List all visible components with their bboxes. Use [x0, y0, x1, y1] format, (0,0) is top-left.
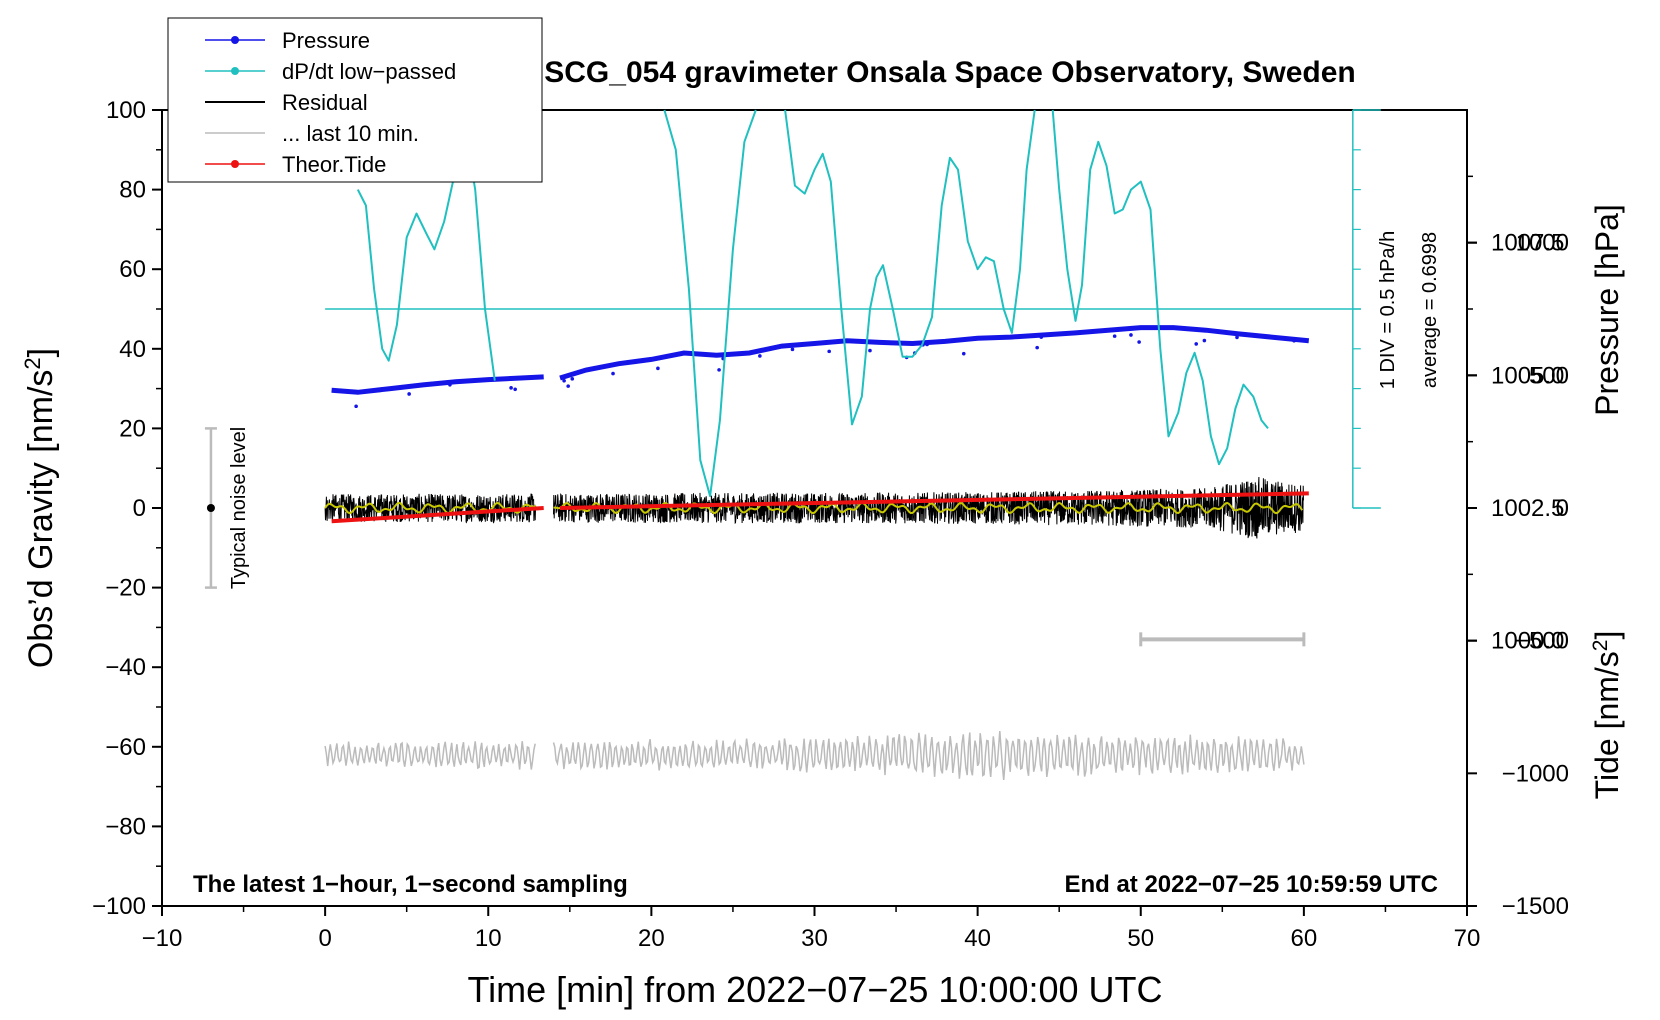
pressure-point	[570, 377, 575, 381]
x-tick-label: −10	[142, 925, 183, 952]
legend-box	[167, 17, 543, 183]
legend-label: Theor.Tide	[282, 152, 386, 177]
dpdt-line	[784, 109, 1036, 426]
residual-smoothed-line	[324, 501, 536, 515]
pressure-point	[354, 404, 358, 409]
pressure-tick-label: 1000.0	[1491, 628, 1564, 655]
residual-smoothed-line	[553, 501, 1304, 515]
pressure-point	[1292, 338, 1296, 343]
residual-line	[553, 476, 1304, 539]
pressure-point	[566, 384, 570, 388]
noise-label: Typical noise level	[228, 427, 250, 589]
pressure-point	[611, 371, 615, 376]
dpdt-line	[663, 109, 757, 498]
pressure-line	[331, 374, 544, 395]
dpdt-average-label: average = 0.6998	[1419, 232, 1441, 388]
pressure-point	[1202, 338, 1207, 343]
pressure-tick-label: 1007.5	[1491, 230, 1564, 257]
last-10-min-bar	[1139, 632, 1306, 647]
pressure-point	[717, 368, 721, 372]
pressure-point	[656, 366, 660, 371]
x-tick-label: 20	[638, 925, 665, 952]
pressure-point	[790, 347, 795, 352]
pressure-point	[925, 342, 929, 347]
pressure-point	[513, 387, 517, 392]
tide-tick-label: −500	[1515, 628, 1569, 655]
pressure-line	[559, 325, 1310, 381]
x-axis-label: Time [min] from 2022−07−25 10:00:00 UTC	[467, 969, 1162, 1010]
pressure-point	[1035, 345, 1039, 350]
annotation-end-time: End at 2022−07−25 10:59:59 UTC	[1064, 871, 1438, 898]
tide-tick-label: 0	[1556, 495, 1569, 522]
pressure-point	[961, 351, 966, 356]
legend-label: Pressure	[282, 28, 370, 53]
legend-label: ... last 10 min.	[282, 121, 419, 146]
pressure-point	[509, 386, 513, 390]
legend-swatch-marker	[231, 36, 239, 44]
dpdt-line	[1051, 109, 1269, 466]
pressure-point	[868, 348, 872, 353]
y-tick-label: 20	[119, 415, 146, 442]
y-axis-left-label: Obs’d Gravity [nm/s2]	[20, 348, 60, 668]
pressure-point	[827, 349, 831, 354]
x-tick-label: 40	[964, 925, 991, 952]
noise-bar-center	[206, 504, 215, 512]
series-layer	[324, 109, 1310, 780]
typical-noise-bar	[204, 427, 217, 589]
y-tick-label: −40	[105, 654, 146, 681]
legend: Pressure dP/dt low−passed Residual ... last…	[167, 17, 543, 183]
dpdt-scale-axis	[325, 109, 1381, 509]
annotation-sampling: The latest 1−hour, 1−second sampling	[193, 871, 628, 898]
legend-label: Residual	[282, 90, 368, 115]
y-tick-label: −100	[92, 893, 146, 920]
legend-swatch-marker	[231, 67, 239, 75]
tide-line	[331, 506, 544, 524]
y-tick-label: −20	[105, 575, 146, 602]
pressure-axis-ticks: 1000.0 1002.5 1005.0 1007.5	[1467, 175, 1564, 655]
x-tick-label: 50	[1127, 925, 1154, 952]
pressure-tick-label: 1005.0	[1491, 362, 1564, 389]
last-10-min-line	[552, 731, 1305, 780]
tide-tick-label: 500	[1529, 362, 1569, 389]
y-tick-label: 60	[119, 256, 146, 283]
tide-tick-label: −1000	[1502, 760, 1569, 787]
x-tick-label: 30	[801, 925, 828, 952]
tide-axis-ticks: −1500 −1000 −500 0 500 1000	[1467, 230, 1569, 920]
y-tick-label: 100	[106, 97, 146, 124]
x-tick-label: 60	[1291, 925, 1318, 952]
pressure-point	[1039, 335, 1044, 339]
pressure-point	[1129, 333, 1133, 337]
y-tick-label: 0	[133, 495, 146, 522]
x-tick-label: 70	[1454, 925, 1481, 952]
pressure-point	[1112, 334, 1117, 338]
y-axis-tide-label: Tide [nm/s2]	[1589, 631, 1625, 800]
y-tick-label: −80	[105, 813, 146, 840]
pressure-point	[407, 392, 411, 396]
pressure-point	[1194, 342, 1199, 346]
x-tick-label: 0	[318, 925, 331, 952]
chart-title: SCG_054 gravimeter Onsala Space Observat…	[544, 56, 1356, 89]
last-10-min-line	[324, 741, 536, 770]
legend-label: dP/dt low−passed	[282, 59, 456, 84]
tide-tick-label: 1000	[1516, 230, 1569, 257]
y-axis-left-ticks: −100 −80 −60 −40 −20 0 20 40 60 80 100	[92, 97, 162, 920]
pressure-point	[1137, 340, 1141, 344]
pressure-tick-label: 1002.5	[1491, 495, 1564, 522]
y-axis-pressure-label: Pressure [hPa]	[1589, 204, 1625, 416]
tide-tick-label: −1500	[1502, 893, 1569, 920]
x-tick-label: 10	[475, 925, 502, 952]
pressure-point	[758, 354, 762, 358]
y-tick-label: −60	[105, 734, 146, 761]
x-axis-ticks: −10 0 10 20 30 40 50 60 70	[142, 906, 1481, 952]
tide-line	[559, 491, 1309, 510]
y-tick-label: 40	[119, 336, 146, 363]
pressure-point	[562, 378, 566, 383]
dpdt-scale-label: 1 DIV = 0.5 hPa/h	[1377, 231, 1399, 389]
y-tick-label: 80	[119, 177, 146, 204]
pressure-point	[448, 382, 452, 387]
pressure-point	[1235, 335, 1239, 340]
legend-swatch-marker	[231, 160, 239, 168]
